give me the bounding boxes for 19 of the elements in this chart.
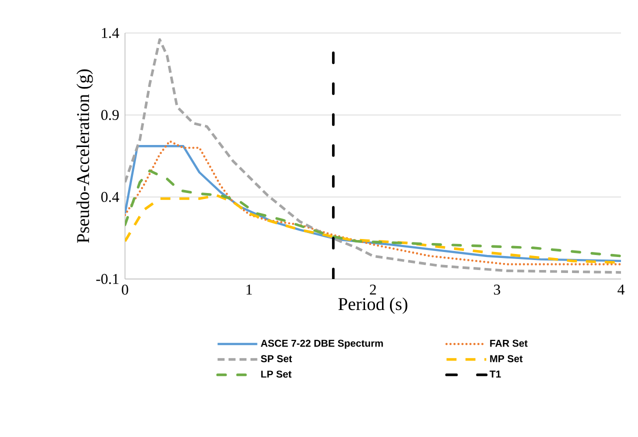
line-series bbox=[125, 38, 622, 274]
y-axis-title: Pseudo-Acceleration (g) bbox=[76, 69, 93, 243]
x-tick-label: 0 bbox=[122, 284, 128, 295]
legend-label: ASCE 7-22 DBE Specturm bbox=[260, 340, 383, 349]
y-tick-label: -0.1 bbox=[96, 274, 118, 284]
x-tick-label: 4 bbox=[618, 284, 625, 294]
x-tick-label: 2 bbox=[370, 284, 376, 295]
legend-label: FAR Set bbox=[490, 340, 528, 347]
legend-label: LP Set bbox=[261, 370, 292, 378]
x-axis-title: Period (s) bbox=[338, 298, 408, 314]
line-series bbox=[125, 169, 622, 258]
legend-label: SP Set bbox=[260, 355, 292, 362]
y-tick-label: 0.9 bbox=[101, 110, 119, 120]
legend-label: MP Set bbox=[490, 355, 523, 362]
y-tick-label: 1.4 bbox=[102, 28, 120, 38]
x-tick-label: 1 bbox=[246, 284, 252, 294]
x-tick-label: 3 bbox=[494, 284, 500, 295]
legend-label: T1 bbox=[490, 370, 501, 378]
y-tick-label: 0.4 bbox=[101, 192, 120, 202]
